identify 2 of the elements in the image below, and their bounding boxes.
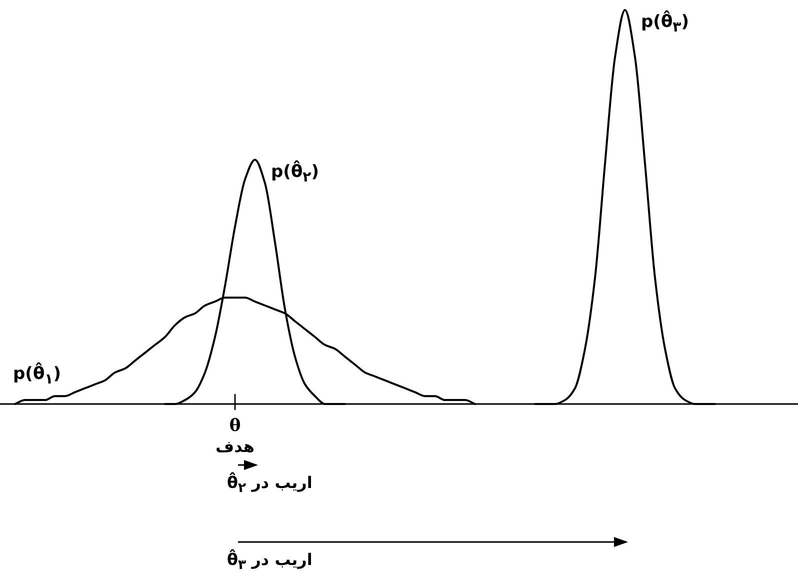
x-axis-title: هدف: [216, 437, 254, 456]
text: θ: [229, 416, 241, 436]
